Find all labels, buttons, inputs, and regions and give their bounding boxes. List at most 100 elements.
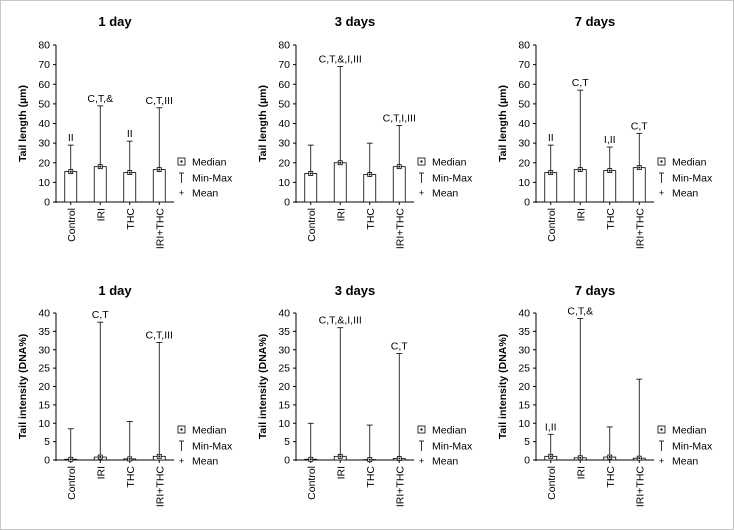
y-tick-label: 40 (38, 308, 50, 320)
box-iri: C,T IRI (92, 309, 110, 479)
y-tick-label: 60 (518, 79, 530, 91)
chart-panel-4: 1 day 0 5 10 15 20 25 30 35 40 Tail intensity (DNA… (17, 283, 233, 507)
x-tick-label: Control (546, 208, 558, 242)
mean-marker (368, 458, 371, 461)
box-iri: C,T,& IRI (87, 93, 113, 222)
median-bar (363, 174, 377, 203)
chart-panel-3: 7 days 0 10 20 30 40 50 60 70 80 Tail length (µm) I… (497, 14, 713, 249)
x-tick-label: THC (605, 466, 617, 488)
chart-title: 3 days (335, 14, 375, 29)
y-tick-label: 20 (518, 381, 530, 393)
legend-median-dot (420, 160, 423, 163)
mean-marker (368, 173, 371, 176)
median-bar (93, 166, 107, 203)
y-tick-label: 30 (278, 138, 290, 150)
median-bar (544, 172, 558, 203)
y-tick-label: 10 (278, 418, 290, 430)
x-tick-label: Control (306, 466, 318, 500)
x-tick-label: IRI (335, 466, 347, 479)
y-axis-label: Tail intensity (DNA%) (497, 334, 509, 439)
y-tick-label: 0 (524, 197, 530, 209)
y-tick-label: 70 (38, 59, 50, 71)
y-tick-label: 30 (38, 138, 50, 150)
median-bar (632, 167, 646, 203)
significance-label: C,T (391, 340, 409, 352)
mean-marker (398, 165, 401, 168)
box-thc: II THC (123, 128, 137, 230)
x-tick-label: IRI+THC (634, 466, 646, 508)
legend-median-label: Median (672, 157, 707, 169)
legend-mean-icon: + (179, 456, 184, 466)
y-tick-label: 20 (38, 157, 50, 169)
y-tick-label: 25 (278, 363, 290, 375)
mean-marker (99, 165, 102, 168)
box-control: Control (304, 144, 318, 242)
legend-mean-icon: + (659, 456, 664, 466)
legend-median-dot (660, 160, 663, 163)
y-tick-label: 20 (278, 381, 290, 393)
mean-marker (579, 456, 582, 459)
y-tick-label: 0 (284, 197, 290, 209)
y-tick-label: 0 (284, 455, 290, 467)
chart-title: 3 days (335, 283, 375, 298)
y-tick-label: 10 (278, 177, 290, 189)
legend-minmax-label: Min-Max (192, 441, 233, 453)
significance-label: C,T,&,I,III (319, 54, 362, 66)
y-tick-label: 0 (44, 455, 50, 467)
y-tick-label: 25 (38, 363, 50, 375)
mean-marker (339, 161, 342, 164)
median-bar (333, 162, 347, 203)
box-thc: THC (363, 142, 377, 230)
legend-median-dot (180, 160, 183, 163)
significance-label: I,II (545, 421, 557, 433)
x-tick-label: THC (125, 466, 137, 488)
y-tick-label: 50 (38, 98, 50, 110)
box-iri-thc: C,T,III IRI+THC (146, 95, 173, 249)
mean-marker (608, 169, 611, 172)
legend-median-dot (660, 428, 663, 431)
box-thc: THC (603, 426, 617, 488)
y-tick-label: 40 (278, 308, 290, 320)
y-tick-label: 30 (518, 138, 530, 150)
mean-marker (128, 457, 131, 460)
mean-marker (99, 456, 102, 459)
box-control: II Control (544, 132, 558, 242)
chart-panel-5: 3 days 0 5 10 15 20 25 30 35 40 Tail intensity (DN… (257, 283, 473, 507)
y-tick-label: 15 (518, 399, 530, 411)
mean-marker (69, 170, 72, 173)
median-bar (392, 166, 406, 203)
y-tick-label: 30 (518, 344, 530, 356)
box-iri: C,T IRI (572, 77, 590, 221)
significance-label: II (548, 132, 554, 144)
mean-marker (579, 168, 582, 171)
x-tick-label: IRI+THC (154, 466, 166, 508)
x-tick-label: IRI+THC (394, 466, 406, 508)
legend-mean-icon: + (659, 188, 664, 198)
y-tick-label: 35 (38, 326, 50, 338)
y-tick-label: 10 (518, 418, 530, 430)
y-tick-label: 40 (278, 118, 290, 130)
y-tick-label: 5 (524, 436, 530, 448)
median-bar (603, 170, 617, 203)
significance-label: C,T (572, 77, 590, 89)
legend: Median Min-Max + Mean (417, 425, 473, 468)
x-tick-label: THC (125, 208, 137, 230)
significance-label: C,T,I,III (383, 112, 416, 124)
box-iri: C,T,&,I,III IRI (319, 54, 362, 222)
chart-title: 7 days (575, 283, 615, 298)
y-tick-label: 15 (278, 399, 290, 411)
y-tick-label: 40 (518, 118, 530, 130)
y-tick-label: 40 (38, 118, 50, 130)
x-tick-label: IRI (95, 208, 107, 221)
box-control: I,II Control (544, 421, 558, 500)
legend-mean-label: Mean (432, 456, 458, 468)
legend-minmax-label: Min-Max (672, 173, 713, 185)
legend-minmax-label: Min-Max (432, 441, 473, 453)
x-tick-label: Control (306, 208, 318, 242)
mean-marker (638, 166, 641, 169)
significance-label: C,T,& (87, 93, 113, 105)
y-tick-label: 60 (278, 79, 290, 91)
x-tick-label: IRI (95, 466, 107, 479)
median-bar (304, 173, 318, 203)
